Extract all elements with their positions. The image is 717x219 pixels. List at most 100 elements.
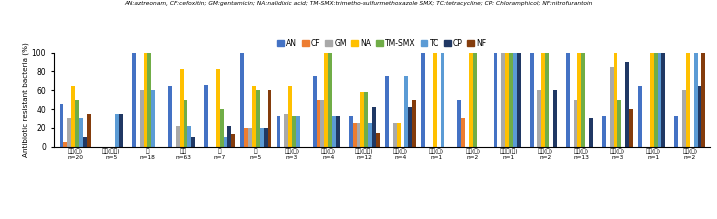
Bar	[349, 116, 353, 147]
Bar	[369, 123, 372, 147]
Bar	[617, 100, 622, 147]
Bar	[650, 53, 654, 147]
Bar	[148, 53, 151, 147]
Bar	[440, 53, 445, 147]
Bar	[248, 128, 252, 147]
Bar	[67, 118, 71, 147]
Bar	[356, 123, 361, 147]
Bar	[701, 53, 706, 147]
Bar	[240, 53, 244, 147]
Bar	[541, 53, 545, 147]
Bar	[320, 100, 324, 147]
Bar	[87, 114, 90, 147]
Bar	[115, 114, 119, 147]
Bar	[682, 90, 686, 147]
Bar	[244, 128, 248, 147]
Bar	[140, 90, 143, 147]
Bar	[385, 76, 389, 147]
Bar	[232, 134, 235, 147]
Bar	[421, 53, 425, 147]
Bar	[469, 53, 473, 147]
Bar	[264, 128, 267, 147]
Bar	[224, 137, 227, 147]
Bar	[638, 85, 642, 147]
Bar	[143, 53, 148, 147]
Bar	[589, 118, 593, 147]
Bar	[204, 85, 208, 147]
Bar	[132, 53, 136, 147]
Bar	[545, 53, 549, 147]
Bar	[317, 100, 320, 147]
Bar	[457, 100, 461, 147]
Bar	[657, 53, 661, 147]
Text: AN:aztreonam, CF:cefoxitin; GM:gentamicin; NA:nalidixic acid; TM-SMX:trimetho-su: AN:aztreonam, CF:cefoxitin; GM:gentamici…	[124, 1, 593, 6]
Bar	[517, 53, 521, 147]
Bar	[277, 116, 280, 147]
Bar	[602, 116, 606, 147]
Bar	[364, 92, 369, 147]
Bar	[372, 107, 376, 147]
Bar	[324, 53, 328, 147]
Bar	[433, 53, 437, 147]
Bar	[574, 100, 577, 147]
Bar	[288, 85, 292, 147]
Bar	[538, 90, 541, 147]
Bar	[625, 62, 629, 147]
Bar	[64, 142, 67, 147]
Bar	[661, 53, 665, 147]
Bar	[614, 53, 617, 147]
Bar	[75, 100, 79, 147]
Bar	[530, 53, 533, 147]
Bar	[353, 123, 356, 147]
Bar	[654, 53, 657, 147]
Bar	[71, 85, 75, 147]
Bar	[60, 104, 64, 147]
Bar	[285, 114, 288, 147]
Bar	[473, 53, 477, 147]
Bar	[609, 67, 614, 147]
Bar	[292, 116, 296, 147]
Bar	[501, 53, 505, 147]
Bar	[686, 53, 690, 147]
Bar	[408, 107, 412, 147]
Bar	[397, 123, 401, 147]
Bar	[629, 109, 633, 147]
Bar	[180, 69, 184, 147]
Bar	[267, 90, 271, 147]
Bar	[187, 126, 191, 147]
Bar	[296, 116, 300, 147]
Bar	[505, 53, 509, 147]
Bar	[313, 76, 317, 147]
Bar	[404, 76, 408, 147]
Bar	[184, 100, 187, 147]
Bar	[577, 53, 581, 147]
Bar	[119, 114, 123, 147]
Bar	[260, 128, 264, 147]
Bar	[581, 53, 585, 147]
Bar	[553, 90, 557, 147]
Bar	[461, 118, 465, 147]
Y-axis label: Antibiotic resistant bacteria (%): Antibiotic resistant bacteria (%)	[22, 42, 29, 157]
Bar	[332, 116, 336, 147]
Bar	[509, 53, 513, 147]
Bar	[168, 85, 172, 147]
Bar	[693, 53, 698, 147]
Bar	[698, 85, 701, 147]
Bar	[256, 90, 260, 147]
Bar	[393, 123, 397, 147]
Bar	[412, 100, 416, 147]
Bar	[361, 92, 364, 147]
Bar	[83, 137, 87, 147]
Bar	[566, 53, 570, 147]
Bar	[79, 118, 83, 147]
Bar	[191, 137, 195, 147]
Bar	[674, 116, 678, 147]
Bar	[151, 90, 155, 147]
Legend: AN, CF, GM, NA, TM-SMX, TC, CP, NF: AN, CF, GM, NA, TM-SMX, TC, CP, NF	[274, 36, 490, 51]
Bar	[328, 53, 332, 147]
Bar	[336, 116, 340, 147]
Bar	[227, 126, 232, 147]
Bar	[252, 85, 256, 147]
Bar	[493, 53, 498, 147]
Bar	[376, 132, 380, 147]
